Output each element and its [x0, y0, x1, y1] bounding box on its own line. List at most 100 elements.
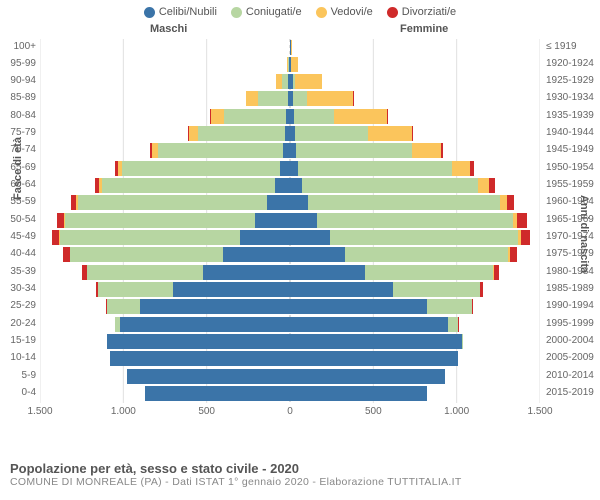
seg-coniugati [302, 178, 479, 193]
age-row: 50-541965-1969 [40, 212, 540, 229]
seg-divorziati [517, 213, 526, 228]
seg-coniugati [345, 247, 508, 262]
legend-swatch [316, 7, 327, 18]
seg-celibi [120, 317, 290, 332]
age-label: 60-64 [2, 179, 36, 190]
seg-coniugati [393, 282, 480, 297]
seg-coniugati [295, 126, 368, 141]
seg-divorziati [494, 265, 499, 280]
bar-femmine [290, 299, 473, 314]
seg-vedovi [334, 109, 387, 124]
bar-femmine [290, 386, 427, 401]
seg-celibi [290, 213, 317, 228]
seg-celibi [267, 195, 290, 210]
seg-vedovi [189, 126, 198, 141]
age-row: 45-491970-1974 [40, 229, 540, 246]
birth-year-label: 2000-2004 [546, 335, 600, 346]
seg-celibi [290, 369, 445, 384]
age-row: 80-841935-1939 [40, 108, 540, 125]
age-row: 30-341985-1989 [40, 281, 540, 298]
seg-coniugati [293, 91, 306, 106]
seg-vedovi [291, 40, 292, 55]
bar-maschi [107, 334, 290, 349]
xtick-label: 1.000 [111, 406, 136, 417]
seg-coniugati [317, 213, 514, 228]
seg-celibi [255, 213, 290, 228]
birth-year-label: 1975-1979 [546, 248, 600, 259]
bar-maschi [95, 178, 290, 193]
age-row: 10-142005-2009 [40, 350, 540, 367]
seg-celibi [290, 161, 298, 176]
bar-maschi [115, 161, 290, 176]
birth-year-label: 1955-1959 [546, 179, 600, 190]
seg-divorziati [480, 282, 483, 297]
age-row: 15-192000-2004 [40, 333, 540, 350]
legend-label: Celibi/Nubili [159, 6, 217, 18]
age-row: 40-441975-1979 [40, 246, 540, 263]
seg-celibi [290, 317, 448, 332]
seg-vedovi [500, 195, 507, 210]
header-maschi: Maschi [150, 23, 187, 35]
seg-coniugati [122, 161, 280, 176]
age-label: 40-44 [2, 248, 36, 259]
seg-vedovi [452, 161, 470, 176]
legend-item: Vedovi/e [316, 6, 373, 18]
seg-celibi [110, 351, 290, 366]
age-label: 50-54 [2, 214, 36, 225]
age-row: 5-92010-2014 [40, 368, 540, 385]
bar-maschi [106, 299, 290, 314]
bar-femmine [290, 213, 527, 228]
bar-maschi [150, 143, 290, 158]
seg-coniugati [78, 195, 266, 210]
age-label: 95-99 [2, 58, 36, 69]
age-label: 25-29 [2, 300, 36, 311]
seg-divorziati [441, 143, 444, 158]
birth-year-label: 2015-2019 [546, 387, 600, 398]
bar-femmine [290, 334, 462, 349]
legend-label: Coniugati/e [246, 6, 302, 18]
birth-year-label: 1985-1989 [546, 283, 600, 294]
bar-maschi [57, 213, 290, 228]
birth-year-label: 1920-1924 [546, 58, 600, 69]
seg-divorziati [489, 178, 495, 193]
age-row: 95-991920-1924 [40, 56, 540, 73]
seg-celibi [240, 230, 290, 245]
bar-maschi [52, 230, 290, 245]
bar-maschi [110, 351, 290, 366]
seg-coniugati [330, 230, 518, 245]
seg-celibi [290, 195, 308, 210]
bar-maschi [188, 126, 290, 141]
seg-coniugati [258, 91, 288, 106]
birth-year-label: 1990-1994 [546, 300, 600, 311]
seg-divorziati [470, 161, 474, 176]
bar-maschi [127, 369, 290, 384]
xtick-label: 0 [287, 406, 293, 417]
seg-coniugati [365, 265, 493, 280]
chart-title: Popolazione per età, sesso e stato civil… [10, 461, 462, 476]
bar-maschi [96, 282, 290, 297]
bar-maschi [210, 109, 290, 124]
bar-femmine [290, 195, 514, 210]
legend-swatch [231, 7, 242, 18]
age-row: 90-941925-1929 [40, 73, 540, 90]
birth-year-label: 1950-1954 [546, 162, 600, 173]
bar-femmine [290, 351, 458, 366]
seg-celibi [173, 282, 290, 297]
seg-coniugati [427, 299, 472, 314]
xtick-label: 1.000 [444, 406, 469, 417]
bar-femmine [290, 57, 298, 72]
seg-coniugati [198, 126, 285, 141]
birth-year-label: 1965-1969 [546, 214, 600, 225]
seg-celibi [145, 386, 290, 401]
xtick-label: 1.500 [27, 406, 52, 417]
seg-vedovi [412, 143, 440, 158]
seg-coniugati [87, 265, 204, 280]
seg-celibi [290, 178, 302, 193]
seg-coniugati [308, 195, 500, 210]
seg-coniugati [448, 317, 458, 332]
x-axis: 1.5001.00050005001.0001.500 [40, 406, 540, 420]
seg-celibi [290, 265, 365, 280]
seg-coniugati [296, 143, 413, 158]
age-label: 55-59 [2, 196, 36, 207]
bar-maschi [63, 247, 290, 262]
